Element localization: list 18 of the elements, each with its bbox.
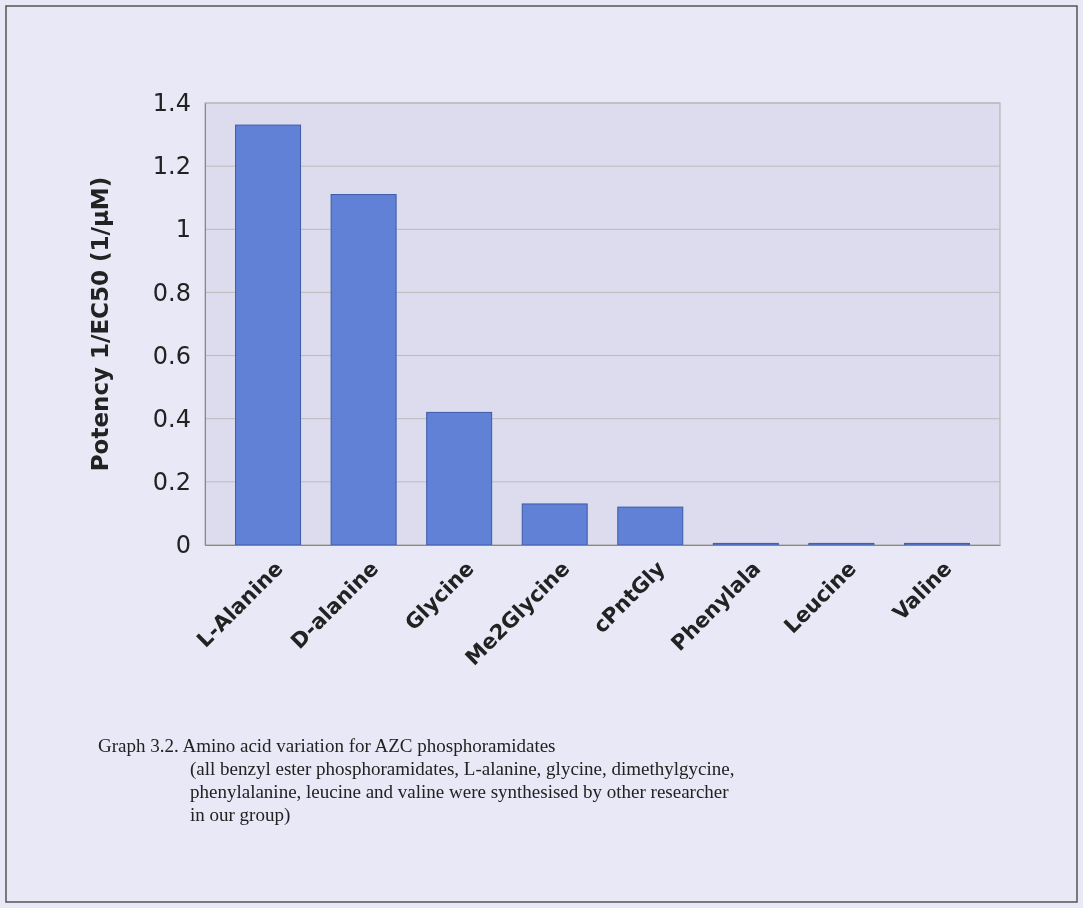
text: in our group)	[190, 804, 291, 826]
bar	[330, 194, 397, 546]
y-tick-label: 0.8	[152, 278, 191, 307]
text: phenylalanine, leucine and valine were synthesised by other researcher	[190, 781, 730, 802]
y-axis-title: Potency 1/EC50 (1/µM)	[87, 176, 113, 472]
y-tick-label: 0.4	[152, 404, 191, 433]
bar	[521, 503, 588, 546]
y-tick-label: 1	[175, 215, 191, 244]
bar	[235, 124, 302, 546]
y-tick-label: 0	[175, 531, 191, 560]
bar	[617, 506, 684, 546]
text: (all benzyl ester phosphoramidates, L-alanine, glycine, dimethylgycine,	[190, 758, 735, 780]
y-tick-label: 0.6	[152, 341, 191, 370]
bar	[426, 411, 493, 546]
y-tick-label: 1.4	[152, 89, 191, 118]
y-tick-label: 0.2	[152, 468, 191, 497]
caption: Graph 3.2. Amino acid variation for AZC phosphoramidates	[98, 735, 556, 756]
y-tick-label: 1.2	[152, 152, 191, 181]
